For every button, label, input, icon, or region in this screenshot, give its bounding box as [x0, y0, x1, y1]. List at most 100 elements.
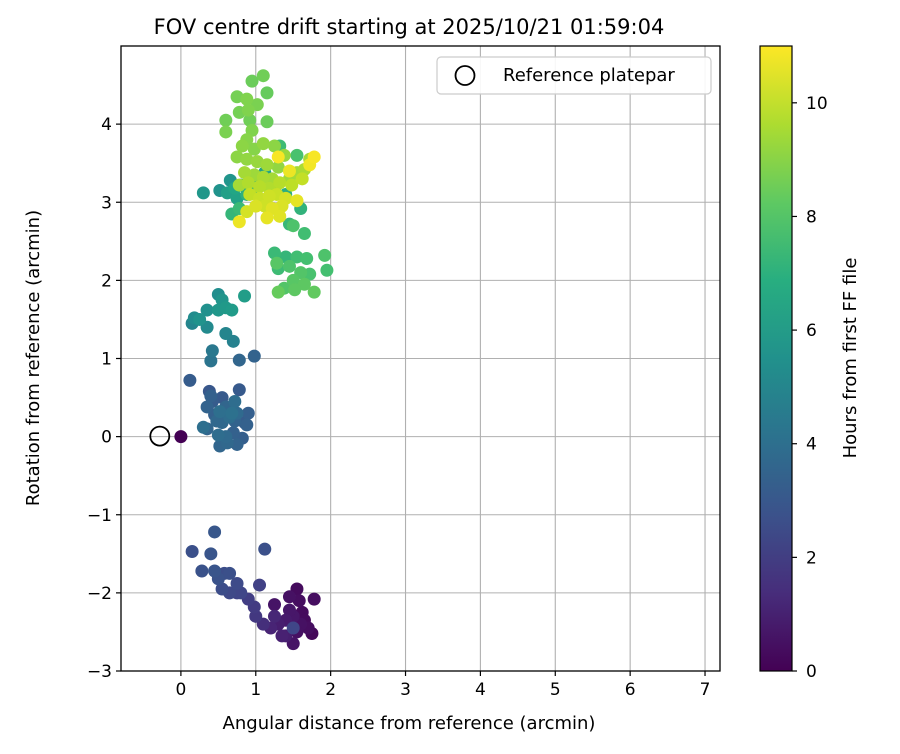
data-point-161: [285, 178, 299, 192]
data-point-69: [196, 420, 210, 434]
data-point-25: [253, 578, 267, 592]
data-point-43: [232, 383, 246, 397]
data-point-56: [247, 349, 261, 363]
data-point-122: [307, 285, 321, 299]
data-point-173: [273, 209, 287, 223]
data-point-121: [288, 283, 302, 297]
data-point-89: [238, 289, 252, 303]
y-tick-label-3: 0: [101, 428, 112, 448]
x-tick-label-0: 0: [175, 680, 186, 700]
data-point-46: [183, 373, 197, 387]
data-point-140: [267, 139, 281, 153]
data-point-109: [300, 252, 314, 265]
data-point-107: [290, 250, 304, 264]
colorbar-tick-label-2: 4: [806, 435, 817, 455]
reference-marker: [149, 425, 171, 447]
data-point-88: [225, 303, 239, 317]
colorbar: [759, 45, 793, 672]
x-tick-label-3: 3: [400, 680, 411, 700]
data-point-129: [243, 113, 257, 127]
data-point-163: [243, 187, 257, 201]
data-point-128: [256, 69, 270, 83]
data-point-104: [267, 246, 281, 260]
data-point-20: [267, 609, 281, 623]
data-point-80: [200, 303, 214, 317]
chart-title: FOV centre drift starting at 2025/10/21 …: [154, 15, 665, 39]
y-tick-label-0: −3: [87, 662, 112, 682]
data-point-40: [208, 525, 222, 539]
colorbar-label: Hours from first FF file: [840, 258, 861, 459]
data-point-177: [282, 164, 296, 178]
y-axis-label: Rotation from reference (arcmin): [23, 210, 44, 506]
y-tick-label-5: 2: [101, 271, 112, 291]
y-axis-ticks: −3 −2 −1 0 1 2 3 4: [87, 115, 121, 682]
data-point-111: [290, 148, 304, 162]
data-point-110: [320, 263, 334, 277]
data-point-120: [297, 277, 311, 291]
legend-label: Reference platepar: [503, 65, 675, 86]
data-point-171: [275, 199, 289, 213]
y-tick-label-4: 1: [101, 350, 112, 370]
data-point-34: [185, 544, 199, 558]
data-point-7: [292, 594, 306, 608]
data-point-0: [174, 430, 188, 444]
data-point-132: [219, 125, 233, 139]
y-tick-label-6: 3: [101, 193, 112, 213]
x-tick-label-7: 7: [700, 680, 711, 700]
data-point-53: [230, 437, 244, 451]
data-point-125: [245, 74, 259, 88]
data-points: [174, 69, 334, 651]
data-point-60: [232, 353, 246, 367]
data-point-139: [235, 139, 249, 153]
x-tick-label-1: 1: [250, 680, 261, 700]
data-point-72: [204, 354, 218, 368]
data-point-37: [195, 564, 209, 578]
data-point-81: [193, 312, 207, 326]
data-point-66: [211, 428, 225, 442]
y-tick-label-2: −1: [87, 506, 112, 526]
data-point-159: [253, 180, 267, 194]
data-point-162: [295, 172, 309, 186]
data-point-147: [260, 158, 274, 172]
data-point-144: [271, 160, 285, 174]
data-point-174: [260, 211, 274, 225]
data-point-86: [196, 186, 210, 200]
colorbar-tick-label-5: 10: [806, 94, 828, 114]
x-tick-label-5: 5: [550, 680, 561, 700]
data-point-11: [267, 598, 281, 612]
data-point-127: [219, 113, 233, 127]
colorbar-ticks: 0 2 4 6 8 10: [792, 94, 828, 682]
data-point-170: [249, 199, 263, 213]
data-point-27: [286, 621, 300, 635]
data-point-123: [271, 285, 285, 299]
colorbar-tick-label-1: 2: [806, 548, 817, 568]
data-point-119: [270, 256, 284, 270]
data-point-55: [200, 400, 214, 414]
legend: Reference platepar: [436, 56, 712, 95]
data-point-113: [282, 259, 296, 273]
data-point-71: [225, 406, 239, 420]
data-point-18: [275, 629, 289, 643]
data-point-142: [256, 137, 270, 151]
data-point-73: [205, 344, 219, 358]
data-point-5: [307, 592, 321, 606]
x-axis-ticks: 0 1 2 3 4 5 6 7: [175, 671, 710, 700]
data-point-92: [230, 191, 244, 205]
data-point-180: [271, 150, 285, 164]
data-point-39: [204, 547, 218, 561]
data-point-141: [230, 150, 244, 164]
data-point-108: [297, 227, 311, 240]
legend-box: [436, 56, 712, 95]
x-tick-label-4: 4: [475, 680, 486, 700]
data-point-160: [273, 176, 287, 190]
data-point-114: [318, 248, 332, 262]
colorbar-tick-label-0: 0: [806, 662, 817, 682]
data-point-75: [219, 327, 233, 340]
legend-marker-icon: [454, 65, 476, 86]
data-point-130: [230, 90, 244, 104]
colorbar-tick-label-4: 8: [806, 207, 817, 227]
y-tick-label-7: 4: [101, 115, 112, 135]
data-point-68: [228, 394, 242, 408]
